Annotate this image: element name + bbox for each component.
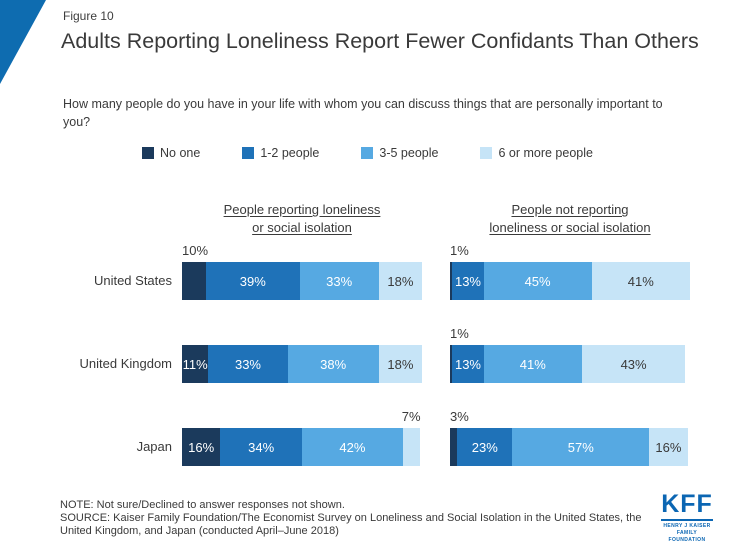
bar-segment: 13%	[452, 262, 484, 300]
segment-value-label-above: 10%	[182, 243, 209, 258]
kff-logo-tagline: HENRY J KAISER FAMILY FOUNDATION	[661, 519, 713, 544]
segment-value-label: 11%	[182, 356, 208, 372]
segment-value-label: 18%	[387, 356, 414, 372]
bar-row: 3% 23% 57% 16%	[450, 409, 690, 466]
bar-segment	[450, 428, 458, 466]
segment-value-label: 45%	[524, 273, 551, 289]
segment-value-label-above: 1%	[450, 243, 469, 258]
survey-question: How many people do you have in your life…	[63, 97, 663, 130]
country-label: Japan	[136, 439, 172, 454]
bar-row: 1% 13% 41% 43%	[450, 326, 690, 383]
panel-title-line: or social isolation	[252, 220, 352, 236]
bar-row: 1% 13% 45% 41%	[450, 243, 690, 300]
segment-value-label-above: 1%	[450, 326, 469, 341]
legend-swatch-icon	[242, 147, 255, 159]
segment-value-label: 16%	[655, 439, 682, 455]
segment-value-label: 13%	[454, 356, 481, 372]
legend-swatch-icon	[361, 147, 374, 159]
legend-item: 1-2 people	[242, 146, 319, 160]
legend-label: 3-5 people	[379, 146, 439, 160]
legend-item: 3-5 people	[361, 146, 438, 160]
segment-value-label: 18%	[387, 273, 414, 289]
panel-title-line: People not reporting	[511, 202, 629, 217]
bar-row: 10% 39% 33% 18%	[182, 243, 422, 300]
segment-value-label: 57%	[567, 439, 594, 455]
segment-value-label: 33%	[234, 356, 261, 372]
kff-logo-text: KFF	[661, 490, 713, 518]
bar-segment: 18%	[378, 262, 422, 300]
segment-value-label: 41%	[519, 356, 546, 372]
bar-segment: 45%	[483, 262, 592, 300]
segment-value-label: 33%	[326, 273, 353, 289]
bar-segment	[182, 262, 206, 300]
bar-segment	[402, 428, 420, 466]
segment-value-label: 13%	[454, 273, 481, 289]
segment-value-label: 41%	[627, 273, 654, 289]
chart-panel: People reporting loneliness or social iso…	[182, 0, 422, 551]
bar-segment	[450, 345, 453, 383]
country-label: United Kingdom	[79, 356, 173, 371]
panel-title: People not reporting loneliness or social…	[450, 201, 690, 237]
note-text: NOTE: Not sure/Declined to answer respon…	[60, 499, 345, 511]
kff-tagline-line1: HENRY J KAISER	[663, 523, 711, 529]
segment-value-label-above: 3%	[450, 409, 469, 424]
bar-segment: 39%	[206, 262, 300, 300]
bar-segment: 41%	[483, 345, 582, 383]
bar-segment: 43%	[582, 345, 686, 383]
legend-swatch-icon	[142, 147, 154, 159]
bar-segment: 16%	[649, 428, 688, 466]
panel-title: People reporting loneliness or social iso…	[182, 201, 422, 237]
legend-label: No one	[160, 146, 201, 160]
panel-title-line: loneliness or social isolation	[489, 220, 651, 236]
source-text: SOURCE: Kaiser Family Foundation/The Eco…	[60, 512, 642, 537]
segment-value-label: 23%	[471, 439, 498, 455]
kff-tagline-line2: FAMILY FOUNDATION	[668, 530, 706, 543]
kff-logo: KFF HENRY J KAISER FAMILY FOUNDATION	[661, 492, 713, 544]
segment-value-label-above: 7%	[401, 409, 421, 424]
bar-segment: 42%	[302, 428, 403, 466]
legend-item: No one	[142, 146, 200, 160]
segment-value-label: 42%	[339, 439, 366, 455]
bar-segment: 23%	[457, 428, 513, 466]
bar-row: 16% 34% 42% 7%	[182, 409, 422, 466]
bar-row: 11% 33% 38% 18%	[182, 345, 422, 383]
bar-segment: 34%	[220, 428, 302, 466]
chart-panel: People not reporting loneliness or social…	[450, 0, 690, 551]
bar-segment: 11%	[182, 345, 209, 383]
figure-label: Figure 10	[63, 9, 114, 23]
segment-value-label: 34%	[248, 439, 275, 455]
bar-segment: 16%	[182, 428, 221, 466]
segment-value-label: 39%	[239, 273, 266, 289]
bar-segment: 57%	[512, 428, 650, 466]
bar-segment: 13%	[452, 345, 484, 383]
bar-segment: 38%	[287, 345, 379, 383]
bar-segment: 18%	[378, 345, 422, 383]
segment-value-label: 16%	[188, 439, 215, 455]
country-label: United States	[93, 273, 172, 288]
legend: No one 1-2 people 3-5 people 6 or more peop…	[0, 146, 735, 160]
segment-value-label: 38%	[320, 356, 347, 372]
legend-swatch-icon	[480, 147, 493, 159]
legend-label: 6 or more people	[498, 146, 593, 160]
legend-item: 6 or more people	[480, 146, 593, 160]
bar-segment: 41%	[591, 262, 690, 300]
bar-segment	[450, 262, 453, 300]
segment-value-label: 43%	[620, 356, 647, 372]
legend-label: 1-2 people	[260, 146, 320, 160]
page-title: Adults Reporting Loneliness Report Fewer…	[61, 29, 699, 53]
panel-title-line: People reporting loneliness	[223, 202, 381, 217]
bar-segment: 33%	[208, 345, 288, 383]
bar-segment: 33%	[299, 262, 379, 300]
